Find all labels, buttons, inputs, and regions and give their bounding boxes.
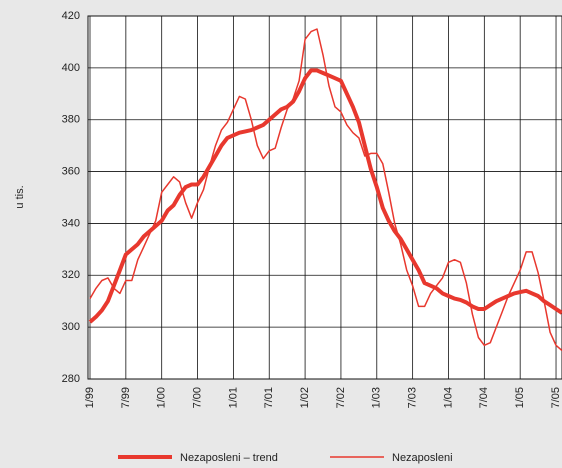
x-tick-label: 1/02	[299, 387, 311, 408]
line-series	[89, 28, 562, 352]
x-tick-label: 1/99	[84, 387, 96, 408]
y-tick-label: 320	[62, 269, 80, 281]
plot-area	[88, 16, 562, 379]
plot-frame	[87, 15, 562, 380]
x-tick-label: 1/00	[156, 387, 168, 408]
legend-label: Nezaposleni – trend	[180, 452, 278, 464]
y-tick-label: 280	[62, 373, 80, 385]
y-tick-label: 400	[62, 62, 80, 74]
x-tick-label: 1/01	[227, 387, 239, 408]
legend-label: Nezaposleni	[392, 452, 453, 464]
x-tick-label: 7/02	[335, 387, 347, 408]
y-tick-label: 300	[62, 321, 80, 333]
y-tick-label: 340	[62, 217, 80, 229]
x-tick-label: 7/04	[478, 387, 490, 408]
x-tick-label: 1/03	[371, 387, 383, 408]
x-tick-label: 7/05	[550, 387, 562, 408]
y-tick-label: 360	[62, 165, 80, 177]
x-tick-label: 7/00	[191, 387, 203, 408]
x-tick-label: 1/04	[442, 387, 454, 408]
x-tick-label: 7/03	[407, 387, 419, 408]
y-tick-label: 420	[62, 10, 80, 22]
y-tick-label: 380	[62, 114, 80, 126]
y-axis-label: u tis.	[14, 185, 26, 208]
x-tick-label: 7/99	[120, 387, 132, 408]
x-tick-label: 1/05	[514, 387, 526, 408]
x-tick-label: 7/01	[263, 387, 275, 408]
